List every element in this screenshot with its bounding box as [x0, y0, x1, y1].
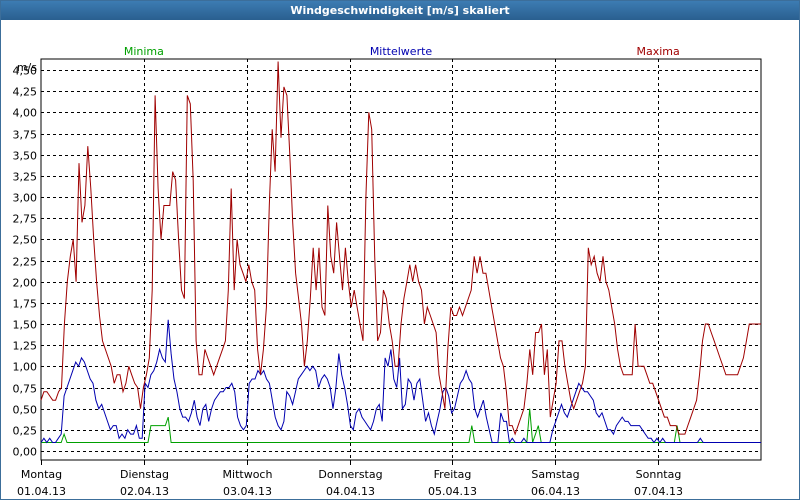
x-tick-date: 06.04.13: [531, 485, 580, 498]
x-tick-day: Mittwoch: [223, 468, 273, 481]
legend-mittelwerte: Mittelwerte: [370, 45, 433, 58]
x-tick-date: 02.04.13: [120, 485, 169, 498]
y-tick-label: 2,50: [13, 234, 38, 247]
plot-frame: [40, 58, 762, 461]
y-tick-label: 4,00: [13, 107, 38, 120]
y-tick-label: 4,25: [13, 86, 38, 99]
y-tick-label: 4,50: [13, 65, 38, 78]
x-tick-date: 01.04.13: [17, 485, 66, 498]
y-tick-label: 2,75: [13, 213, 38, 226]
y-tick-label: 0,50: [13, 404, 38, 417]
y-tick-label: 1,00: [13, 361, 38, 374]
legend-minima: Minima: [124, 45, 164, 58]
y-tick-label: 3,50: [13, 150, 38, 163]
y-tick-label: 2,00: [13, 277, 38, 290]
wind-speed-chart: 4,50 4,25 4,00 3,75 3,50 3,25 3,00 2,75 2,50 2,25…: [13, 45, 762, 498]
y-tick-label: 3,25: [13, 171, 38, 184]
y-tick-label: 2,25: [13, 256, 38, 269]
x-tick-day: Dienstag: [120, 468, 169, 481]
x-tick-date: 05.04.13: [428, 485, 477, 498]
x-tick-day: Samstag: [531, 468, 579, 481]
axes: [40, 58, 762, 465]
legend-maxima: Maxima: [637, 45, 680, 58]
x-tick-date: 07.04.13: [634, 485, 683, 498]
y-tick-label: 0,75: [13, 383, 38, 396]
y-tick-label: 1,25: [13, 340, 38, 353]
y-tick-label: 1,50: [13, 319, 38, 332]
x-tick-day: Freitag: [434, 468, 472, 481]
series-line-maxima: [40, 61, 761, 436]
x-tick-date: 04.04.13: [326, 485, 375, 498]
x-tick-date: 03.04.13: [223, 485, 272, 498]
y-tick-label: 1,75: [13, 298, 38, 311]
y-tick-label: 3,00: [13, 192, 38, 205]
y-tick-label: 0,25: [13, 425, 38, 438]
labels: 4,50 4,25 4,00 3,75 3,50 3,25 3,00 2,75 2,50 2,25…: [13, 45, 683, 498]
series-lines: [40, 61, 761, 444]
grid: [41, 59, 761, 460]
x-tick-day: Sonntag: [636, 468, 682, 481]
y-tick-label: 3,75: [13, 129, 38, 142]
x-tick-day: Donnerstag: [318, 468, 382, 481]
y-axis-unit: m/s: [17, 61, 37, 74]
series-line-minima: [41, 408, 761, 443]
x-tick-day: Montag: [21, 468, 62, 481]
series-line-mittelwerte: [40, 319, 761, 444]
y-tick-label: 0,00: [13, 446, 38, 459]
window-title: Windgeschwindigkeit [m/s] skaliert: [1, 1, 799, 20]
